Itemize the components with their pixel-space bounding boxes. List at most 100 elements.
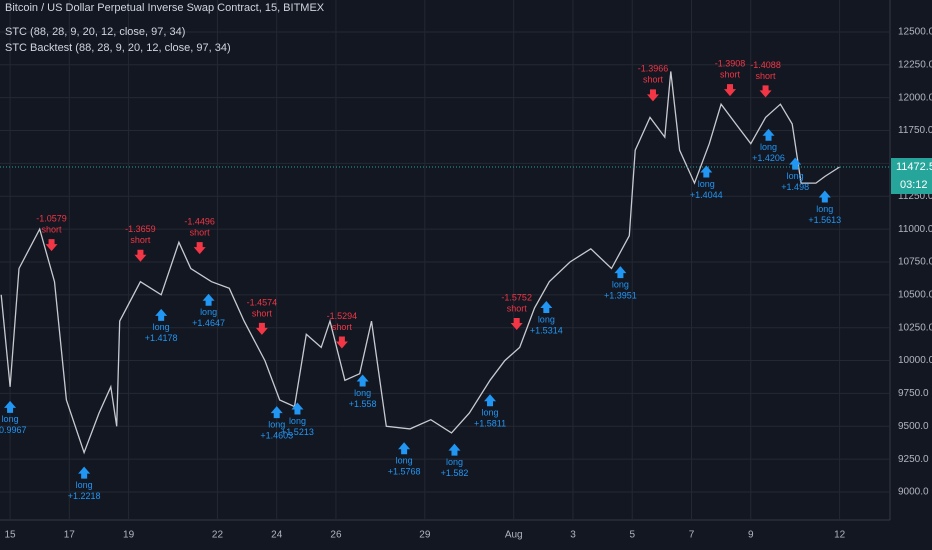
signal-kind: long — [354, 388, 371, 398]
signal-kind: long — [446, 457, 463, 467]
signal-kind: long — [268, 419, 285, 429]
x-tick-label: 29 — [419, 530, 431, 541]
signal-value: +1.4647 — [192, 318, 225, 328]
signal-value: +1.4603 — [260, 430, 293, 440]
short-arrow — [45, 239, 58, 252]
grid — [0, 0, 890, 520]
long-arrow — [202, 293, 215, 306]
x-tick-label: 26 — [330, 530, 342, 541]
y-tick-label: 12250.0 — [898, 59, 932, 70]
signal-value: +0.9967 — [0, 425, 26, 435]
short-arrow — [724, 84, 737, 97]
countdown: 03:12 — [900, 179, 928, 191]
indicator-label: STC (88, 28, 9, 20, 12, close, 97, 34) — [5, 26, 185, 38]
signal-kind: short — [720, 69, 741, 79]
long-arrow — [291, 402, 304, 415]
y-tick-label: 9250.0 — [898, 454, 929, 465]
short-arrow — [646, 89, 659, 102]
long-arrow — [700, 165, 713, 178]
y-tick-label: 11000.0 — [898, 224, 932, 235]
signal-kind: short — [190, 228, 211, 238]
signal-kind: long — [289, 416, 306, 426]
y-tick-label: 10500.0 — [898, 289, 932, 300]
signal-value: -1.3966 — [638, 64, 669, 74]
short-arrow — [759, 85, 772, 98]
long-arrow — [356, 374, 369, 387]
x-tick-label: 17 — [64, 530, 76, 541]
long-arrow — [762, 128, 775, 141]
y-tick-label: 10750.0 — [898, 257, 932, 268]
short-arrow — [335, 336, 348, 349]
signal-kind: short — [507, 303, 528, 313]
signal-kind: long — [816, 204, 833, 214]
signal-kind: long — [787, 171, 804, 181]
signal-value: -1.4574 — [247, 297, 278, 307]
long-arrow — [270, 406, 283, 419]
x-tick-label: 15 — [5, 530, 17, 541]
signal-kind: long — [612, 279, 629, 289]
y-tick-label: 9500.0 — [898, 421, 929, 432]
signal-kind: long — [2, 414, 19, 424]
signal-kind: short — [756, 71, 777, 81]
signal-kind: short — [332, 322, 353, 332]
signal-kind: long — [153, 322, 170, 332]
signal-kind: long — [76, 480, 93, 490]
signal-value: +1.4178 — [145, 333, 178, 343]
signal-kind: long — [538, 314, 555, 324]
long-arrow — [78, 466, 91, 479]
signal-value: +1.5613 — [808, 215, 841, 225]
long-arrow — [614, 266, 627, 279]
signal-value: +1.582 — [441, 468, 469, 478]
signal-kind: long — [482, 408, 499, 418]
short-arrow — [510, 318, 523, 331]
signal-kind: long — [760, 142, 777, 152]
x-tick-label: 12 — [834, 530, 846, 541]
signal-value: -1.0579 — [36, 214, 67, 224]
x-tick-label: 3 — [570, 530, 576, 541]
long-arrow — [155, 308, 168, 321]
y-tick-label: 10000.0 — [898, 355, 932, 366]
x-tick-label: 5 — [629, 530, 635, 541]
x-tick-label: 9 — [748, 530, 754, 541]
signal-value: -1.3659 — [125, 224, 156, 234]
plot: long+0.9967-1.0579shortlong+1.2218-1.365… — [0, 58, 841, 501]
signal-value: -1.4496 — [184, 217, 215, 227]
signal-value: +1.5213 — [281, 427, 314, 437]
signal-value: +1.558 — [349, 399, 377, 409]
long-arrow — [540, 300, 553, 313]
short-arrow — [255, 322, 268, 335]
y-tick-label: 12000.0 — [898, 92, 932, 103]
long-arrow — [448, 443, 461, 456]
signal-kind: long — [396, 456, 413, 466]
y-tick-label: 11750.0 — [898, 125, 932, 136]
signal-value: +1.498 — [781, 182, 809, 192]
signal-value: -1.5752 — [501, 292, 532, 302]
price-line — [0, 71, 840, 455]
long-arrow — [4, 400, 17, 413]
y-tick-label: 9750.0 — [898, 388, 929, 399]
signal-value: +1.5314 — [530, 325, 563, 335]
y-tick-label: 11250.0 — [898, 191, 932, 202]
signal-kind: short — [252, 308, 273, 318]
signal-value: -1.4088 — [750, 60, 781, 70]
x-tick-label: 19 — [123, 530, 135, 541]
signal-value: +1.5811 — [474, 419, 506, 429]
signal-kind: short — [42, 225, 63, 235]
long-arrow — [484, 394, 497, 407]
x-tick-label: 24 — [271, 530, 283, 541]
x-tick-label: 7 — [689, 530, 695, 541]
signal-kind: short — [130, 235, 151, 245]
last-price-box — [891, 158, 932, 195]
signal-kind: long — [698, 179, 715, 189]
x-tick-label: 22 — [212, 530, 224, 541]
signal-kind: short — [643, 75, 664, 85]
long-arrow — [818, 190, 831, 203]
signal-value: +1.4206 — [752, 153, 785, 163]
signal-value: -1.5294 — [327, 311, 358, 321]
signal-value: +1.2218 — [68, 491, 101, 501]
signal-value: -1.3908 — [715, 58, 746, 68]
short-arrow — [134, 249, 147, 262]
